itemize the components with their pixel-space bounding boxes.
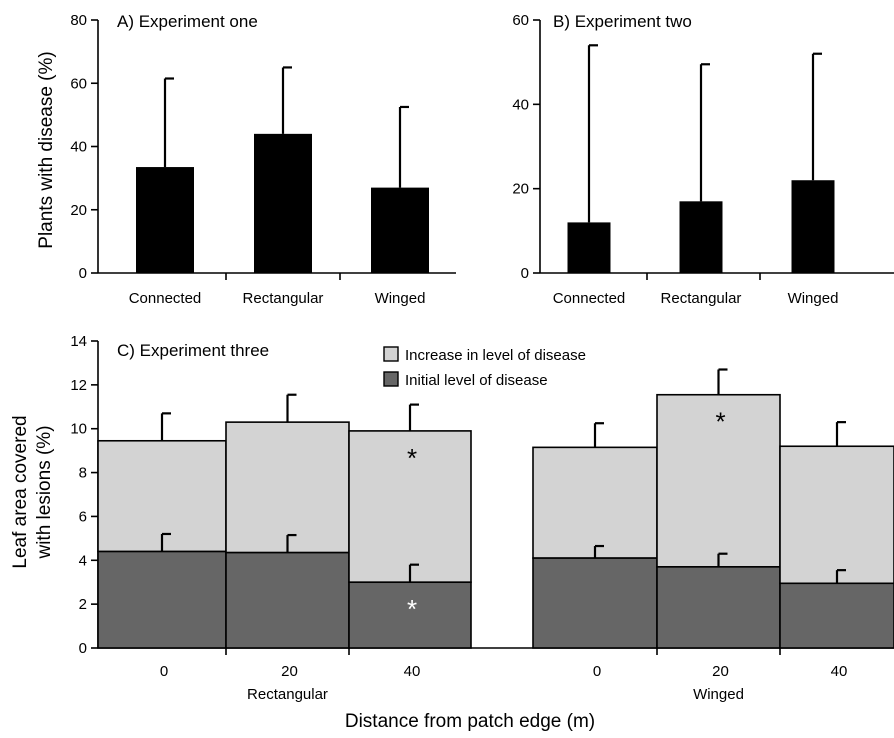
significance-marker-initial: * bbox=[407, 594, 417, 624]
y-tick-label: 40 bbox=[512, 96, 529, 113]
y-tick-label: 12 bbox=[70, 377, 87, 394]
panel-a-category-labels: Connected Rectangular Winged bbox=[129, 290, 426, 307]
legend-label-initial: Initial level of disease bbox=[405, 372, 548, 389]
y-tick-label: 60 bbox=[512, 12, 529, 29]
panel-c-category-labels: 0 20 40 0 20 40 bbox=[160, 663, 848, 680]
panel-c-x-axis-title: Distance from patch edge (m) bbox=[345, 711, 595, 732]
panel-c-legend: Increase in level of disease Initial lev… bbox=[383, 346, 586, 389]
bar-increase bbox=[779, 445, 894, 585]
bar bbox=[136, 167, 194, 273]
bar-initial bbox=[348, 581, 472, 649]
category-label: Rectangular bbox=[661, 290, 742, 307]
y-tick-label: 6 bbox=[79, 508, 87, 525]
panel-c-group-labels: Rectangular Winged bbox=[247, 686, 744, 703]
category-label: Winged bbox=[788, 290, 839, 307]
y-tick-label: 14 bbox=[70, 333, 87, 350]
y-tick-label: 20 bbox=[70, 202, 87, 219]
bar bbox=[254, 133, 312, 273]
bar-initial bbox=[225, 551, 350, 649]
panel-c-y-ticks: 0 2 4 6 8 10 12 14 bbox=[70, 333, 98, 657]
category-label: 0 bbox=[593, 663, 601, 680]
bar-increase bbox=[225, 421, 350, 554]
panel-b-bars bbox=[567, 180, 835, 273]
bar bbox=[567, 222, 611, 273]
panel-a-title: A) Experiment one bbox=[117, 12, 258, 31]
bar bbox=[371, 187, 429, 273]
bar-increase bbox=[532, 446, 658, 559]
panel-a-chart: A) Experiment one Plants with disease (%… bbox=[36, 12, 456, 307]
category-label: 40 bbox=[404, 663, 421, 680]
bar-initial bbox=[532, 557, 658, 649]
category-label: 20 bbox=[281, 663, 298, 680]
bar-initial bbox=[656, 566, 781, 649]
panel-c-y-axis-title-line-2: with lesions (%) bbox=[34, 425, 55, 559]
y-tick-label: 4 bbox=[79, 552, 87, 569]
y-tick-label: 40 bbox=[70, 139, 87, 156]
panel-c-bars bbox=[97, 393, 894, 649]
bar-initial bbox=[779, 582, 894, 649]
category-label: 40 bbox=[831, 663, 848, 680]
category-label: 20 bbox=[712, 663, 729, 680]
category-label: Rectangular bbox=[243, 290, 324, 307]
y-tick-label: 60 bbox=[70, 75, 87, 92]
y-tick-label: 10 bbox=[70, 421, 87, 438]
category-label: Winged bbox=[375, 290, 426, 307]
panel-b-title: B) Experiment two bbox=[553, 12, 692, 31]
panel-a-y-ticks: 0 20 40 60 80 bbox=[70, 12, 98, 282]
bar bbox=[791, 180, 835, 273]
panel-a-y-axis-title: Plants with disease (%) bbox=[36, 51, 57, 248]
y-tick-label: 0 bbox=[79, 265, 87, 282]
category-label: Connected bbox=[129, 290, 202, 307]
y-tick-label: 0 bbox=[521, 265, 529, 282]
significance-marker-increase: * bbox=[407, 443, 417, 473]
bar-initial bbox=[97, 550, 227, 649]
panel-c-chart: C) Experiment three Leaf area covered wi… bbox=[10, 333, 894, 732]
panel-b-chart: B) Experiment two 0 20 40 60 Connected Recta… bbox=[512, 12, 894, 307]
y-tick-label: 2 bbox=[79, 596, 87, 613]
panel-b-y-ticks: 0 20 40 60 bbox=[512, 12, 540, 282]
category-label: 0 bbox=[160, 663, 168, 680]
significance-marker-increase: * bbox=[715, 407, 725, 437]
panel-c-title: C) Experiment three bbox=[117, 341, 269, 360]
y-tick-label: 80 bbox=[70, 12, 87, 29]
legend-swatch-increase bbox=[383, 346, 399, 362]
panel-b-error-bars bbox=[587, 44, 822, 223]
group-label: Rectangular bbox=[247, 686, 328, 703]
category-label: Connected bbox=[553, 290, 626, 307]
panel-c-significance-markers: * * * bbox=[407, 407, 726, 624]
panel-c-y-axis-title-line-1: Leaf area covered bbox=[10, 415, 31, 568]
bar bbox=[679, 201, 723, 273]
legend-swatch-initial bbox=[383, 371, 399, 387]
panel-a-error-bars bbox=[163, 66, 409, 188]
y-tick-label: 0 bbox=[79, 640, 87, 657]
y-tick-label: 20 bbox=[512, 181, 529, 198]
panel-a-bars bbox=[136, 133, 429, 273]
y-tick-label: 8 bbox=[79, 465, 87, 482]
panel-b-category-labels: Connected Rectangular Winged bbox=[553, 290, 839, 307]
group-label: Winged bbox=[693, 686, 744, 703]
panel-c-error-bars bbox=[160, 368, 846, 584]
bar-increase bbox=[656, 393, 781, 568]
legend-label-increase: Increase in level of disease bbox=[405, 347, 586, 364]
